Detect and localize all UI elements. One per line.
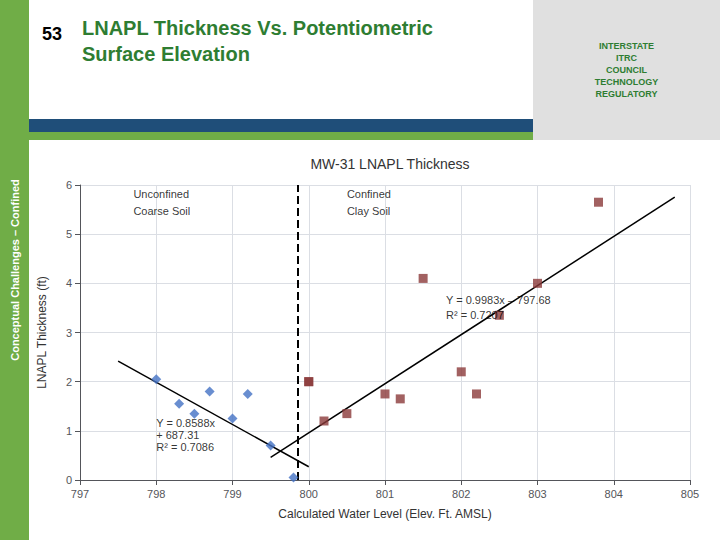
svg-text:Confined: Confined <box>347 188 391 200</box>
svg-text:6: 6 <box>66 179 72 191</box>
svg-text:Coarse Soil: Coarse Soil <box>133 205 190 217</box>
svg-text:LNAPL Thickness Vs. Potentiome: LNAPL Thickness Vs. Potentiometric <box>82 17 433 39</box>
svg-text:Unconfined: Unconfined <box>133 188 189 200</box>
svg-text:798: 798 <box>147 488 165 500</box>
svg-text:1: 1 <box>66 425 72 437</box>
svg-text:+ 687.31: + 687.31 <box>156 429 199 441</box>
svg-text:5: 5 <box>66 228 72 240</box>
svg-text:TECHNOLOGY: TECHNOLOGY <box>595 77 659 87</box>
svg-text:799: 799 <box>223 488 241 500</box>
svg-text:Conceptual Challenges – Confin: Conceptual Challenges – Confined <box>9 179 21 361</box>
svg-text:R² = 0.7207: R² = 0.7207 <box>446 309 504 321</box>
svg-text:ITRC: ITRC <box>616 53 637 63</box>
svg-text:2: 2 <box>66 376 72 388</box>
svg-text:805: 805 <box>681 488 699 500</box>
svg-text:804: 804 <box>605 488 623 500</box>
svg-text:Y = 0.8588x: Y = 0.8588x <box>156 417 215 429</box>
svg-text:LNAPL Thickness (ft): LNAPL Thickness (ft) <box>35 276 49 389</box>
svg-text:Clay Soil: Clay Soil <box>347 205 390 217</box>
svg-text:4: 4 <box>66 277 72 289</box>
svg-text:Surface Elevation: Surface Elevation <box>82 43 250 65</box>
svg-text:REGULATORY: REGULATORY <box>596 89 658 99</box>
svg-text:COUNCIL: COUNCIL <box>606 65 647 75</box>
svg-text:801: 801 <box>376 488 394 500</box>
svg-text:802: 802 <box>452 488 470 500</box>
svg-text:Y = 0.9983x – 797.68: Y = 0.9983x – 797.68 <box>446 294 551 306</box>
svg-text:53: 53 <box>42 24 62 44</box>
svg-text:INTERSTATE: INTERSTATE <box>599 41 654 51</box>
svg-text:0: 0 <box>66 474 72 486</box>
svg-text:Calculated Water Level (Elev.: Calculated Water Level (Elev. Ft. AMSL) <box>278 507 491 521</box>
svg-text:803: 803 <box>528 488 546 500</box>
svg-text:MW-31 LNAPL Thickness: MW-31 LNAPL Thickness <box>310 156 469 172</box>
svg-text:3: 3 <box>66 327 72 339</box>
svg-text:797: 797 <box>71 488 89 500</box>
svg-text:800: 800 <box>300 488 318 500</box>
svg-text:R² = 0.7086: R² = 0.7086 <box>156 441 214 453</box>
